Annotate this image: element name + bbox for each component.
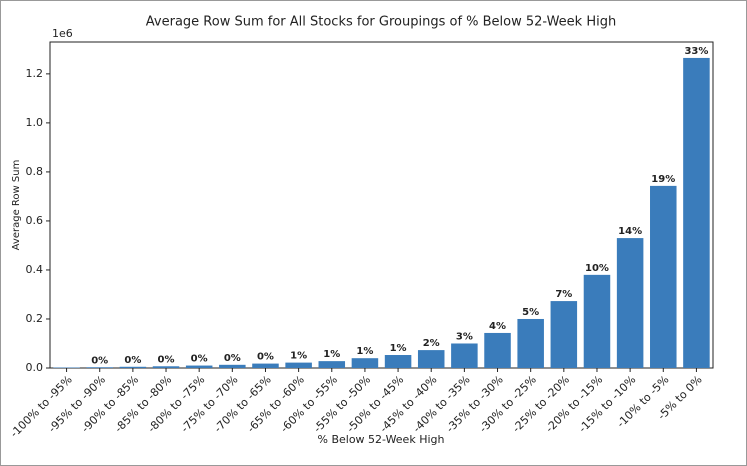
bar-label: 7%	[555, 289, 572, 300]
bar-label: 0%	[257, 352, 274, 363]
bar-label: 1%	[323, 349, 340, 360]
bar	[451, 343, 478, 368]
bar	[550, 301, 578, 368]
bar	[683, 57, 710, 368]
bar	[417, 350, 445, 368]
bar-label: 0%	[191, 354, 208, 365]
y-offset-label: 1e6	[52, 27, 73, 40]
bar	[517, 318, 544, 368]
bar-label: 5%	[522, 307, 539, 318]
y-tick-label: 1.0	[26, 116, 44, 129]
chart-title: Average Row Sum for All Stocks for Group…	[146, 15, 616, 30]
bar	[285, 362, 312, 368]
y-tick-label: 1.2	[26, 67, 44, 80]
bar	[185, 365, 213, 368]
bar	[119, 366, 147, 368]
y-tick-label: 0.2	[26, 312, 44, 325]
bar-label: 1%	[290, 351, 307, 362]
y-axis-label: Average Row Sum	[11, 160, 22, 251]
x-axis-label: % Below 52-Week High	[318, 433, 445, 446]
bar-label: 1%	[390, 343, 407, 354]
bar-label: 0%	[91, 355, 108, 366]
bar-label: 3%	[456, 331, 473, 342]
y-tick-label: 0.8	[26, 165, 44, 178]
bar-label: 0%	[224, 353, 241, 364]
plot-area	[49, 41, 714, 369]
bar-label: 19%	[651, 174, 675, 185]
bar	[616, 238, 644, 368]
bar-label: 2%	[423, 338, 440, 349]
bar	[583, 274, 611, 368]
bar-label: 1%	[356, 346, 373, 357]
bar-label: 10%	[585, 263, 609, 274]
y-tick-label: 0.6	[26, 214, 44, 227]
bar	[484, 332, 511, 368]
y-tick-label: 0.0	[26, 361, 44, 374]
bar	[152, 366, 180, 368]
bar	[318, 361, 346, 368]
bar-label: 33%	[684, 46, 708, 57]
bar	[252, 363, 279, 368]
bar	[650, 185, 677, 368]
y-tick-label: 0.4	[26, 263, 44, 276]
bar-label: 14%	[618, 226, 642, 237]
bar	[351, 358, 379, 368]
bar	[219, 364, 246, 368]
bar-label: 0%	[124, 355, 141, 366]
bar	[384, 355, 412, 368]
bar-label: 4%	[489, 321, 506, 332]
bar-label: 0%	[158, 354, 175, 365]
bar	[86, 367, 113, 368]
